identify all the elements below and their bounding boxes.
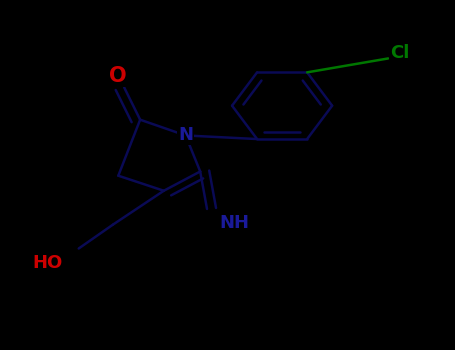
Text: N: N [178, 126, 193, 145]
Text: NH: NH [220, 214, 250, 232]
Text: O: O [109, 66, 126, 86]
Text: Cl: Cl [390, 44, 409, 62]
Text: HO: HO [33, 254, 63, 272]
